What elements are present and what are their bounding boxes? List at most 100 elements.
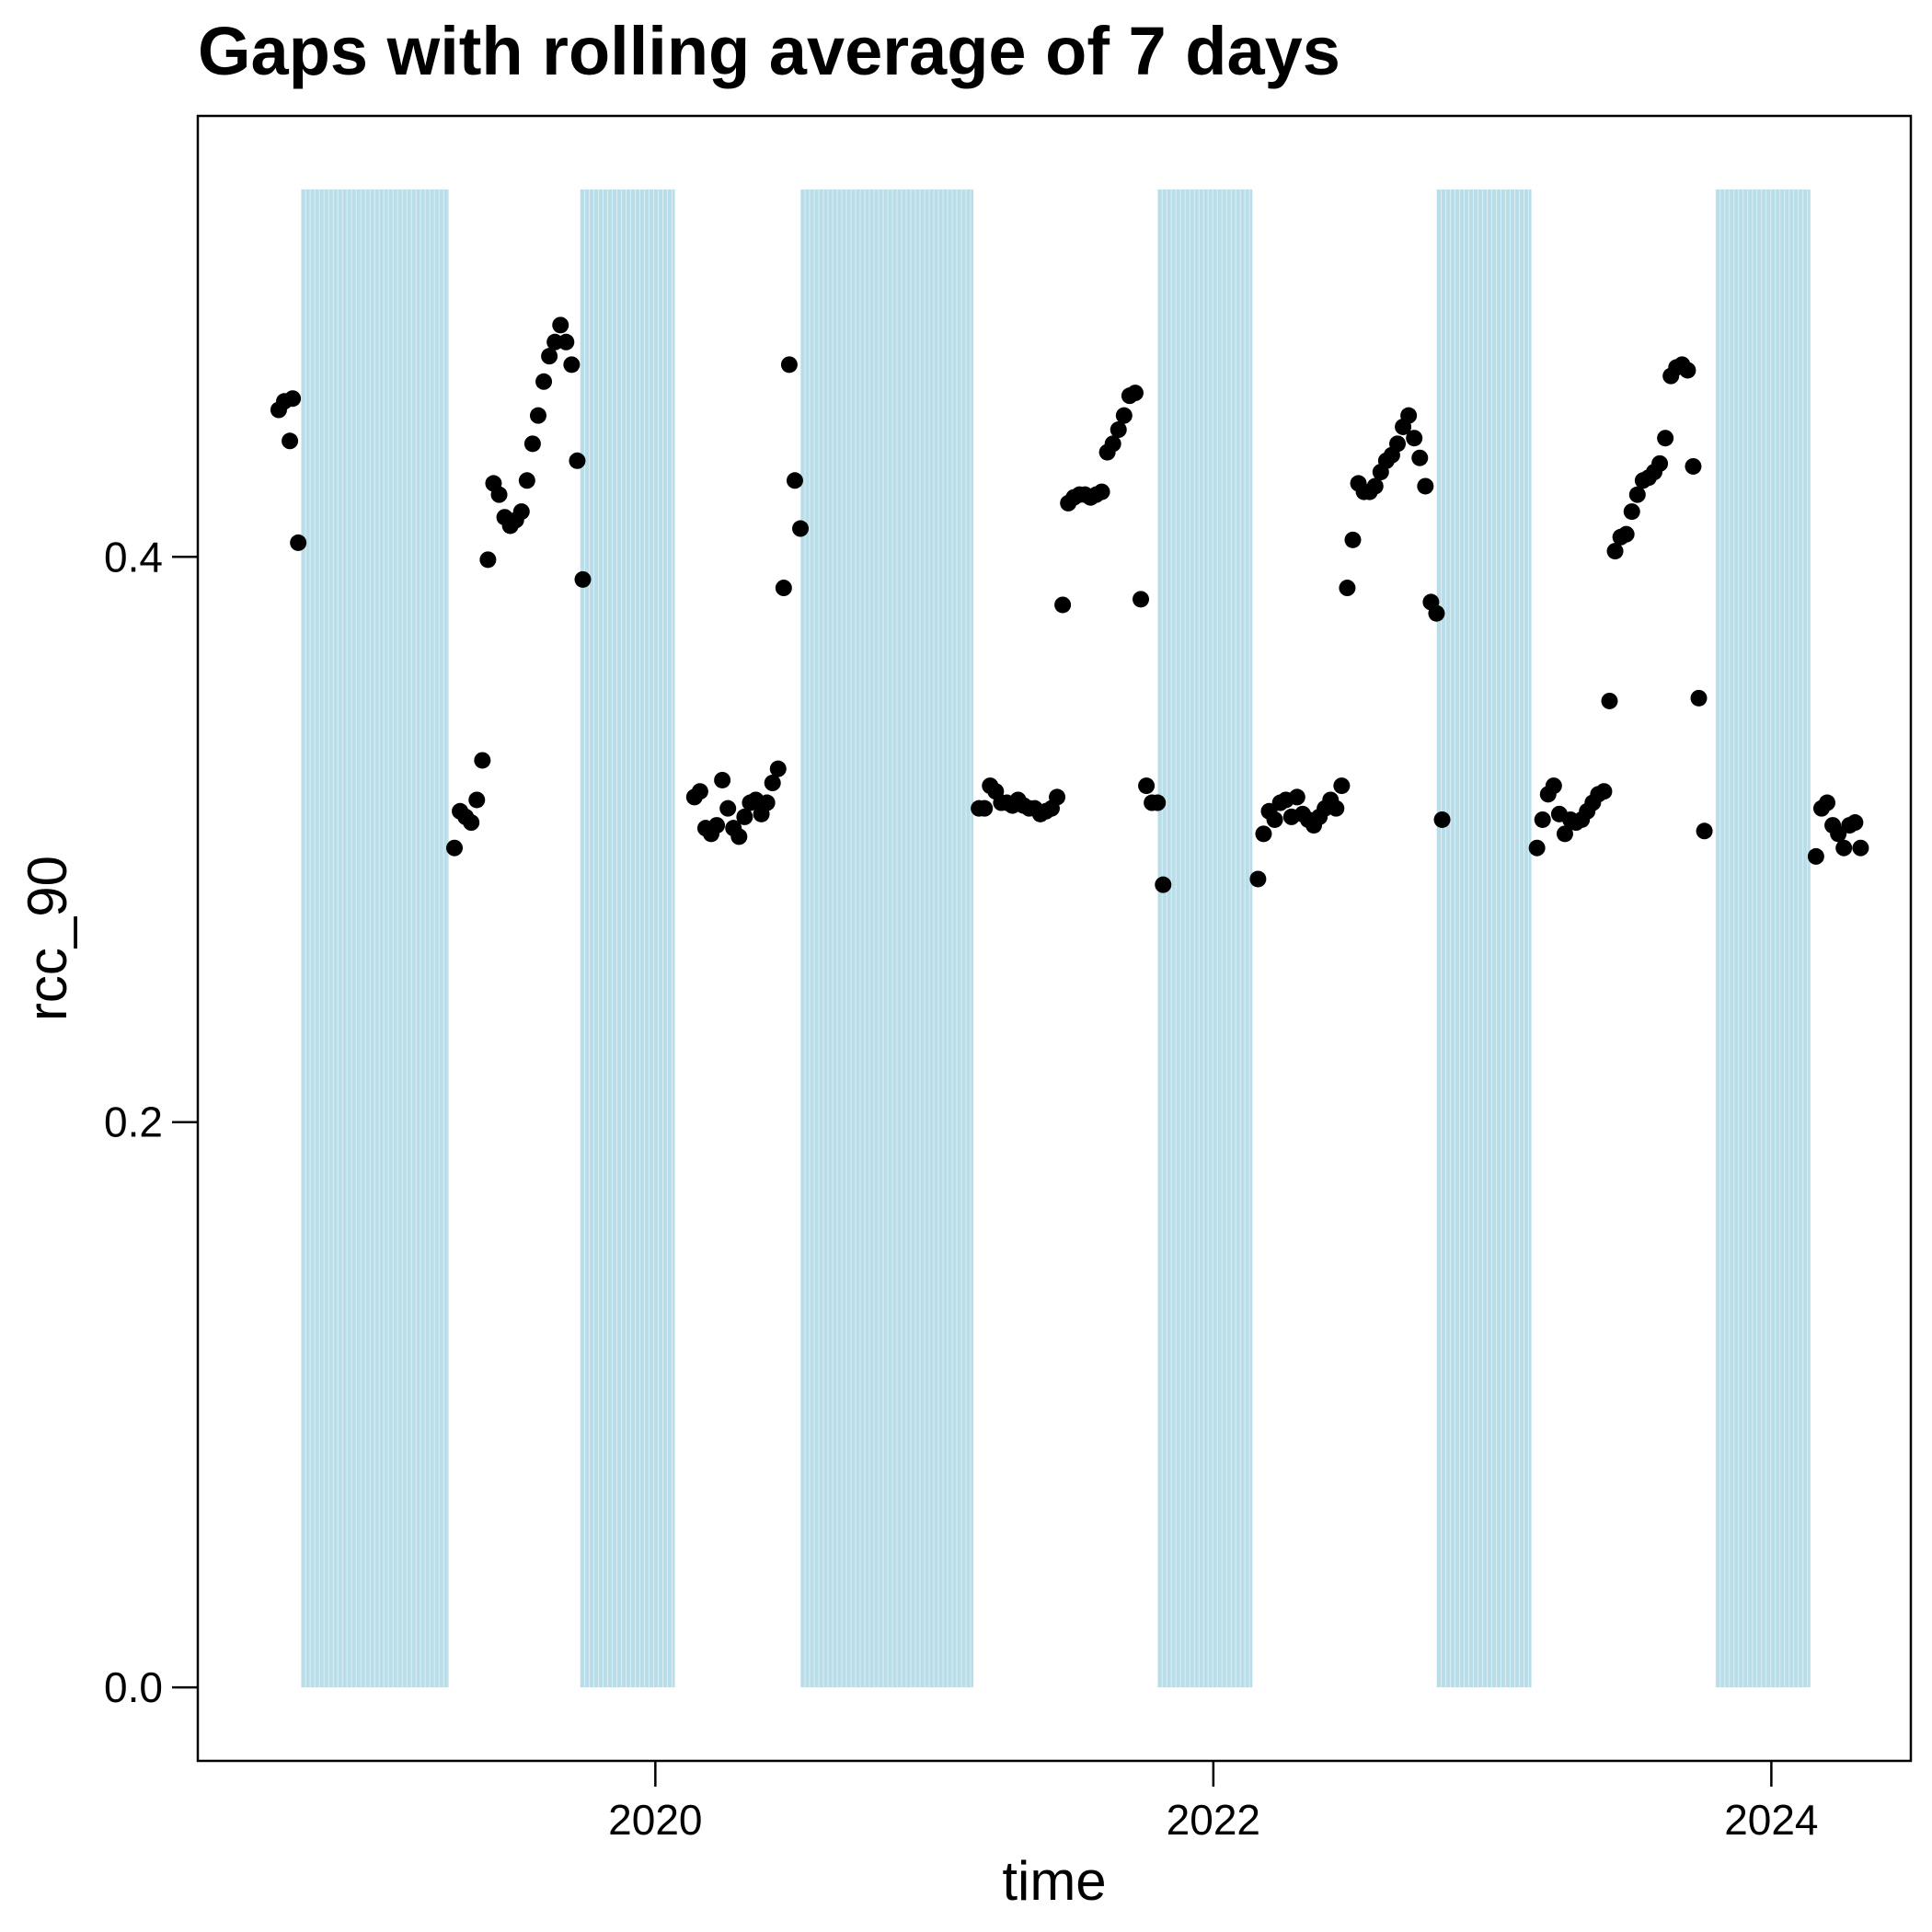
data-point [1819,794,1836,811]
data-point [445,839,463,857]
data-point [792,520,810,537]
plot-area [196,114,1913,1763]
y-tick-label: 0.0 [104,1663,163,1711]
data-point [1696,822,1713,840]
data-point [1852,839,1869,857]
data-point [1255,825,1272,843]
data-point [474,752,491,769]
gap-band [1436,189,1532,1688]
data-point [1835,839,1853,857]
data-point [1595,783,1613,800]
y-tick-label: 0.4 [104,533,163,581]
data-point [1155,876,1172,893]
data-point [541,348,558,365]
data-point [1807,847,1824,865]
data-point [574,570,592,588]
data-point [1417,477,1434,495]
data-point [468,791,486,809]
data-point [736,808,753,825]
data-point [1110,421,1127,439]
data-point [523,435,541,453]
data-point [1328,799,1345,817]
data-point [1133,591,1150,608]
data-point [518,472,535,489]
data-point [691,783,708,800]
data-point [1333,777,1351,795]
data-point [1606,543,1624,560]
data-point [1428,604,1445,622]
gap-band [799,189,974,1688]
data-point [1054,596,1072,614]
gap-band-fill [1157,189,1253,1688]
data-point [1104,435,1121,453]
data-point [1400,407,1418,424]
data-point [1545,777,1562,795]
gap-bands [300,189,1811,1688]
data-point [282,432,299,450]
data-point [976,799,994,817]
data-point [1339,580,1356,597]
data-point [719,799,737,817]
y-axis-label: rcc_90 [17,856,78,1021]
data-point [1617,525,1635,543]
data-point [1093,483,1110,500]
data-point [1601,692,1618,709]
data-point [1366,477,1384,495]
data-point [1344,531,1362,548]
data-point [563,356,581,374]
data-point [1433,811,1451,828]
data-point [1389,435,1407,453]
data-point [558,333,575,351]
data-point [708,817,726,834]
data-point [769,760,787,777]
y-tick-label: 0.2 [104,1098,163,1146]
data-point [535,373,553,390]
data-point [1126,385,1144,402]
data-point [512,503,530,521]
data-point [463,814,480,832]
gap-band-fill [1436,189,1532,1688]
gap-band [1156,189,1253,1688]
data-point [284,390,302,408]
gap-band [1715,189,1811,1688]
data-point [1534,811,1551,828]
data-point [1685,457,1702,475]
data-point [1679,362,1696,379]
data-point [490,486,508,503]
data-points [270,316,1869,893]
data-point [1623,503,1640,521]
data-point [730,828,748,845]
data-point [290,534,307,551]
data-point [1149,794,1167,811]
data-point [764,775,781,792]
data-point [1690,689,1708,707]
data-point [569,452,586,469]
data-point [1406,430,1423,447]
gap-band-fill [800,189,974,1688]
data-point [758,794,776,811]
data-point [1249,870,1267,888]
data-point [780,356,798,374]
data-point [1266,811,1283,828]
data-point [552,316,569,334]
gap-band-fill [1715,189,1811,1688]
data-point [1846,814,1864,832]
data-point [1115,407,1133,424]
data-point [1528,839,1546,857]
data-point [775,580,792,597]
data-point [786,472,803,489]
data-point [1651,454,1669,472]
x-tick-label: 2024 [1724,1796,1818,1844]
x-tick-label: 2020 [608,1796,702,1844]
gap-band [300,189,449,1688]
data-point [1049,788,1066,806]
gap-band [580,189,675,1688]
data-point [529,407,546,424]
data-point [1628,486,1646,503]
data-point [714,771,731,788]
x-tick-label: 2022 [1167,1796,1260,1844]
data-point [1411,449,1429,466]
chart-title: Gaps with rolling average of 7 days [198,13,1340,89]
y-axis: 0.0 0.2 0.4 [104,533,198,1711]
